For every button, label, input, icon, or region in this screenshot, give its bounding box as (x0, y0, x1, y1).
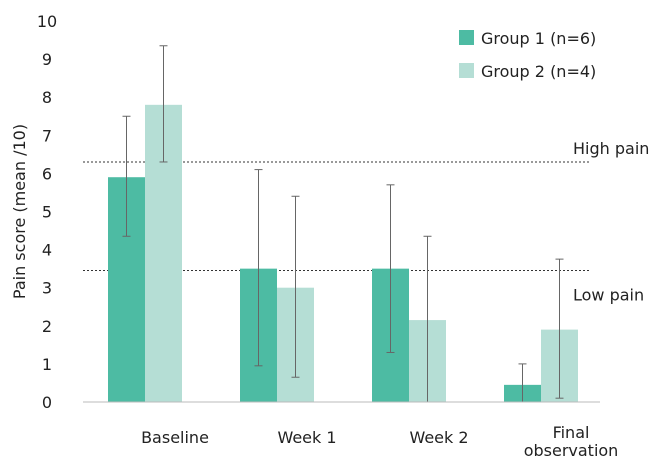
legend-label-2: Group 2 (n=4) (481, 62, 596, 81)
y-tick-label: 4 (42, 241, 52, 260)
legend-label-1: Group 1 (n=6) (481, 29, 596, 48)
y-axis: 0 1 2 3 4 5 6 7 8 9 10 Pain score (mean /10) (10, 12, 57, 412)
y-tick-label: 6 (42, 164, 52, 183)
y-tick-label: 7 (42, 126, 52, 145)
y-tick-label: 3 (42, 279, 52, 298)
x-tick-label: Week 2 (409, 428, 468, 447)
legend-swatch-1 (459, 30, 474, 45)
reference-line-label: High pain (573, 139, 649, 158)
reference-line-label: Low pain (573, 286, 644, 305)
legend-swatch-2 (459, 63, 474, 78)
y-axis-title: Pain score (mean /10) (10, 124, 29, 299)
x-tick-label: Baseline (141, 428, 209, 447)
x-tick-label: Final observation (524, 423, 619, 459)
y-tick-label: 8 (42, 88, 52, 107)
legend: Group 1 (n=6) Group 2 (n=4) (459, 29, 596, 81)
x-tick-label: Week 1 (277, 428, 336, 447)
y-tick-label: 5 (42, 203, 52, 222)
y-tick-label: 10 (37, 12, 57, 31)
y-tick-label: 2 (42, 317, 52, 336)
bars (108, 104, 578, 402)
y-tick-label: 1 (42, 355, 52, 374)
y-tick-label: 9 (42, 50, 52, 69)
error-bars (122, 45, 564, 403)
y-tick-label: 0 (42, 393, 52, 412)
x-axis: Baseline Week 1 Week 2 Final observation (83, 401, 619, 459)
